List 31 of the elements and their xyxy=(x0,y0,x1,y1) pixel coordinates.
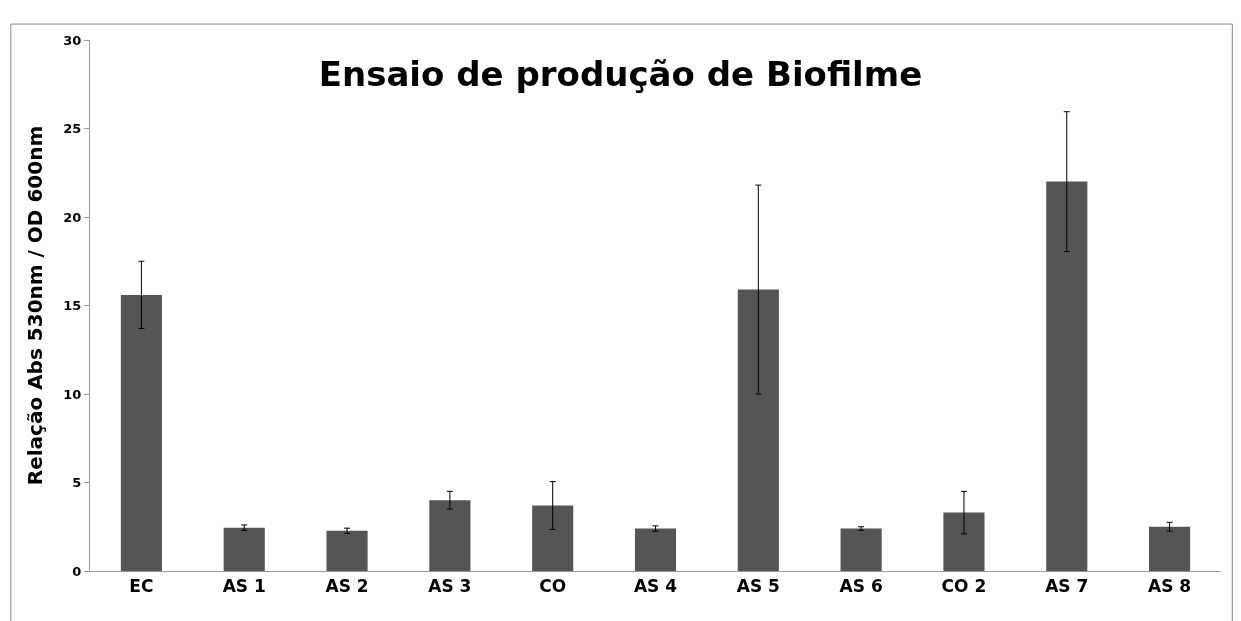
y-tick-label: 15 xyxy=(63,298,82,314)
y-tick-label: 10 xyxy=(63,386,82,402)
bar xyxy=(326,530,368,571)
bar xyxy=(120,294,162,571)
y-tick-label: 30 xyxy=(63,32,82,48)
x-tick-label: AS 7 xyxy=(1045,576,1089,597)
x-tick-label: EC xyxy=(129,576,154,597)
bar xyxy=(532,505,574,571)
y-tick-label: 5 xyxy=(72,475,82,491)
x-tick-label: AS 6 xyxy=(839,576,883,597)
x-tick-label: AS 3 xyxy=(428,576,472,597)
x-tick-label: CO 2 xyxy=(941,576,987,597)
bar xyxy=(429,500,471,571)
chart-title: Ensaio de produção de Biofilme xyxy=(318,53,923,94)
bar xyxy=(1046,181,1088,571)
bar xyxy=(223,527,265,571)
x-tick-label: CO xyxy=(539,576,567,597)
y-tick-label: 0 xyxy=(72,563,82,579)
x-tick-label: AS 5 xyxy=(736,576,780,597)
y-tick-label: 20 xyxy=(63,209,82,225)
bar xyxy=(840,528,882,571)
x-tick-label: AS 1 xyxy=(222,576,266,597)
x-tick-label: AS 4 xyxy=(633,576,678,597)
bar xyxy=(943,512,985,571)
bar xyxy=(634,528,677,571)
bar xyxy=(1149,526,1191,571)
x-tick-label: AS 8 xyxy=(1148,576,1192,597)
x-tick-label: AS 2 xyxy=(325,576,369,597)
y-tick-label: 25 xyxy=(63,121,82,137)
y-axis-title: Relação Abs 530nm / OD 600nm xyxy=(22,125,47,486)
bar xyxy=(737,289,779,571)
